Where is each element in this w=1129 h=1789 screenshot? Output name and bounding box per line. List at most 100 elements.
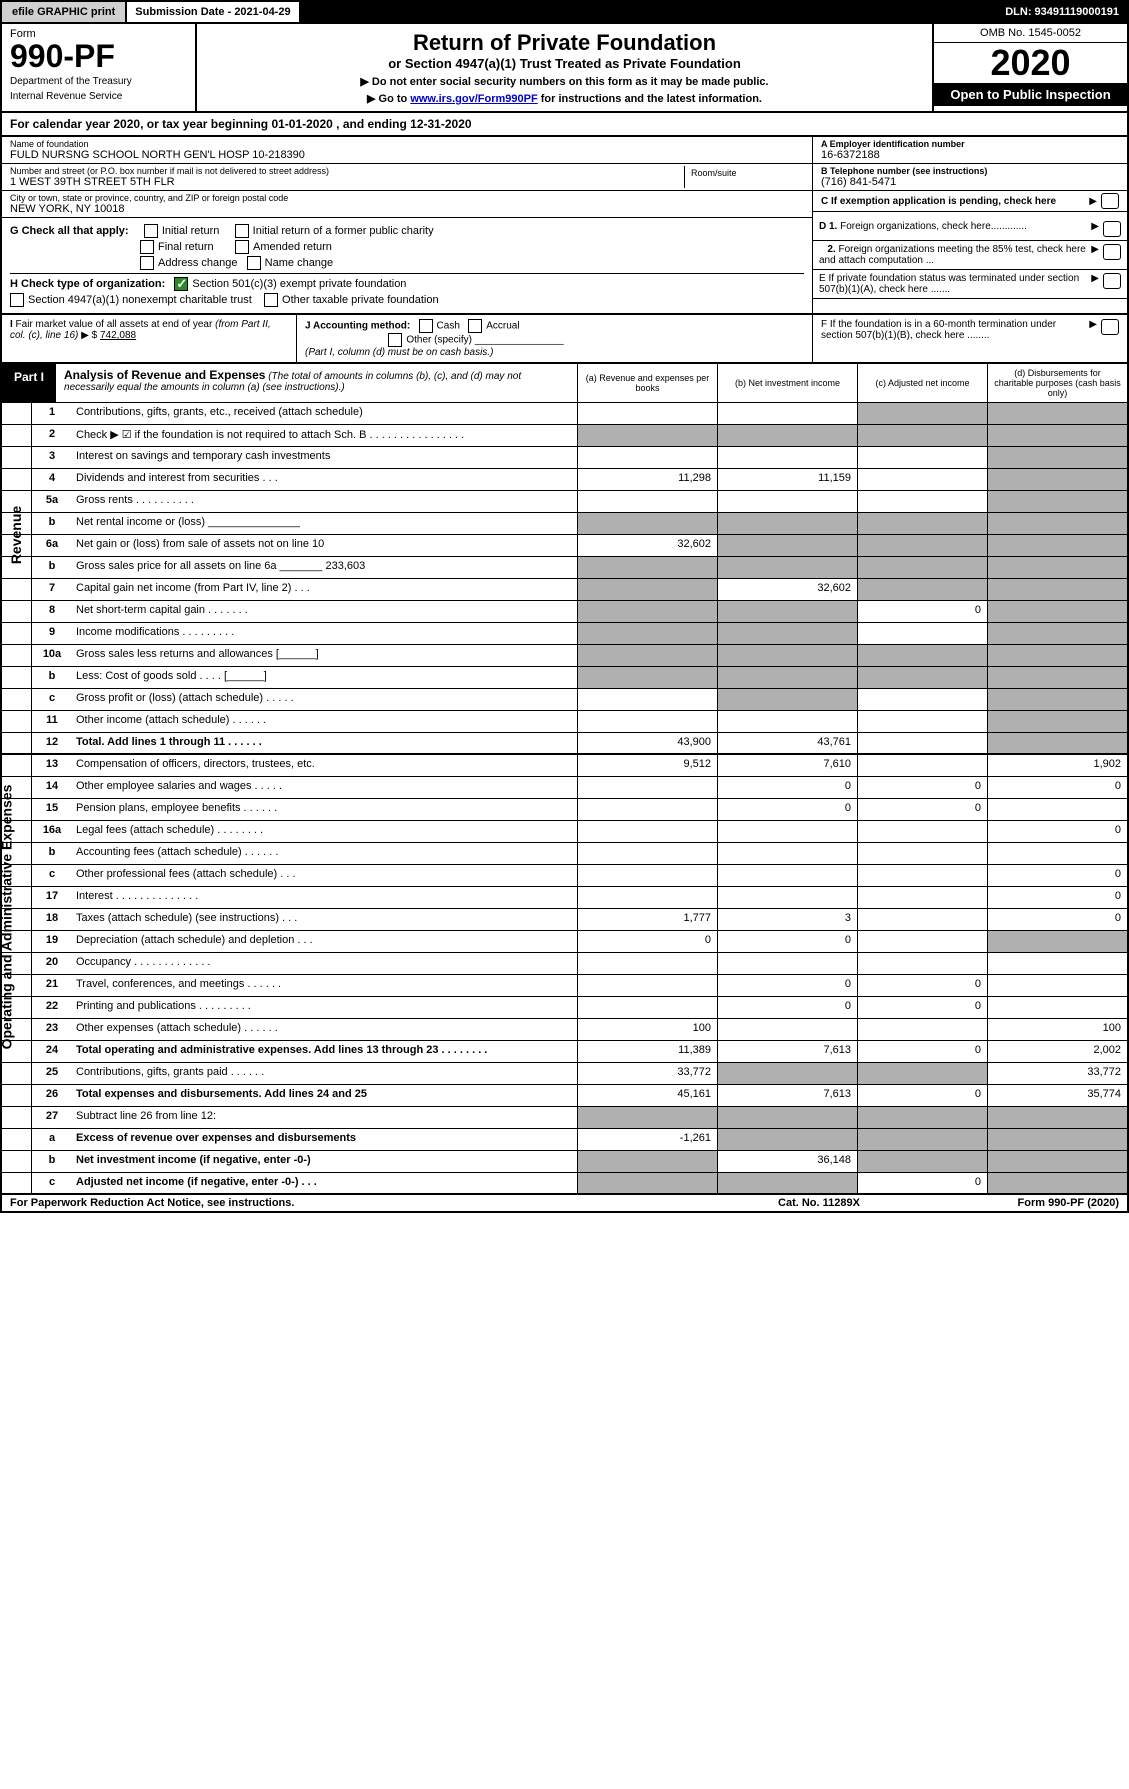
foundation-info: Name of foundation FULD NURSNG SCHOOL NO… <box>0 137 1129 218</box>
side-gutter <box>2 469 32 490</box>
table-cell: 33,772 <box>987 1063 1127 1084</box>
line-description: Accounting fees (attach schedule) . . . … <box>72 843 577 864</box>
table-cell <box>857 711 987 732</box>
side-gutter <box>2 645 32 666</box>
table-cell: 0 <box>577 931 717 952</box>
table-cell <box>577 1107 717 1128</box>
line-description: Pension plans, employee benefits . . . .… <box>72 799 577 820</box>
side-gutter <box>2 667 32 688</box>
foundation-name-cell: Name of foundation FULD NURSNG SCHOOL NO… <box>2 137 812 164</box>
d2-checkbox[interactable] <box>1103 244 1121 260</box>
ssn-note: ▶ Do not enter social security numbers o… <box>203 75 926 88</box>
501c3-checkbox[interactable] <box>174 277 188 291</box>
side-gutter <box>2 1041 32 1062</box>
table-cell <box>987 579 1127 600</box>
accrual-checkbox[interactable] <box>468 319 482 333</box>
line-description: Gross rents . . . . . . . . . . <box>72 491 577 512</box>
amended-checkbox[interactable] <box>235 240 249 254</box>
h-row2: Section 4947(a)(1) nonexempt charitable … <box>10 293 804 307</box>
line-description: Depreciation (attach schedule) and deple… <box>72 931 577 952</box>
line-description: Adjusted net income (if negative, enter … <box>72 1173 577 1193</box>
info-left: Name of foundation FULD NURSNG SCHOOL NO… <box>2 137 812 218</box>
line-description: Net investment income (if negative, ente… <box>72 1151 577 1172</box>
table-cell <box>857 887 987 908</box>
other-taxable-checkbox[interactable] <box>264 293 278 307</box>
line-number: c <box>32 865 72 886</box>
table-cell: 0 <box>857 1085 987 1106</box>
line-description: Gross profit or (loss) (attach schedule)… <box>72 689 577 710</box>
j-label: J Accounting method: <box>305 321 410 332</box>
table-cell <box>717 601 857 622</box>
table-cell <box>717 491 857 512</box>
table-cell <box>987 623 1127 644</box>
line-number: c <box>32 1173 72 1193</box>
table-cell <box>987 513 1127 534</box>
page-footer: For Paperwork Reduction Act Notice, see … <box>0 1195 1129 1213</box>
line-number: 9 <box>32 623 72 644</box>
line-description: Contributions, gifts, grants paid . . . … <box>72 1063 577 1084</box>
arrow-icon: ▶ <box>1091 244 1099 266</box>
table-cell <box>717 513 857 534</box>
side-gutter <box>2 975 32 996</box>
irs-link[interactable]: www.irs.gov/Form990PF <box>410 93 537 105</box>
final-return-checkbox[interactable] <box>140 240 154 254</box>
e-checkbox[interactable] <box>1103 273 1121 289</box>
line-description: Total operating and administrative expen… <box>72 1041 577 1062</box>
table-cell <box>857 469 987 490</box>
line-description: Total expenses and disbursements. Add li… <box>72 1085 577 1106</box>
d1-checkbox[interactable] <box>1103 221 1121 237</box>
efile-print-button[interactable]: efile GRAPHIC print <box>2 2 127 22</box>
f-checkbox[interactable] <box>1101 319 1119 335</box>
table-row: 21Travel, conferences, and meetings . . … <box>2 975 1127 997</box>
arrow-icon: ▶ <box>1091 273 1099 295</box>
table-cell: 1,902 <box>987 755 1127 776</box>
arrow-icon: ▶ <box>1089 196 1097 207</box>
table-cell: 0 <box>987 821 1127 842</box>
side-gutter <box>2 601 32 622</box>
line-description: Compensation of officers, directors, tru… <box>72 755 577 776</box>
other-method-checkbox[interactable] <box>388 333 402 347</box>
table-row: 25Contributions, gifts, grants paid . . … <box>2 1063 1127 1085</box>
cash-checkbox[interactable] <box>419 319 433 333</box>
table-cell <box>717 1063 857 1084</box>
exemption-checkbox[interactable] <box>1101 193 1119 209</box>
table-cell: 0 <box>717 777 857 798</box>
4947-checkbox[interactable] <box>10 293 24 307</box>
table-cell <box>717 1107 857 1128</box>
table-cell <box>577 513 717 534</box>
side-gutter <box>2 711 32 732</box>
table-cell <box>857 1019 987 1040</box>
col-b-header: (b) Net investment income <box>717 364 857 402</box>
table-cell <box>577 403 717 424</box>
note2-pre: ▶ Go to <box>367 93 410 105</box>
line-description: Less: Cost of goods sold . . . . [______… <box>72 667 577 688</box>
table-cell <box>987 425 1127 446</box>
line-number: 26 <box>32 1085 72 1106</box>
table-cell: 32,602 <box>577 535 717 556</box>
room-cell: Room/suite <box>684 166 804 188</box>
h-row: H Check type of organization: Section 50… <box>10 273 804 291</box>
g-row3: Address change Name change <box>10 256 804 270</box>
exemption-cell: C If exemption application is pending, c… <box>813 191 1127 212</box>
ein-label: A Employer identification number <box>821 139 1119 149</box>
table-row: 6aNet gain or (loss) from sale of assets… <box>2 535 1127 557</box>
initial-former-checkbox[interactable] <box>235 224 249 238</box>
table-cell <box>987 601 1127 622</box>
table-cell <box>987 1151 1127 1172</box>
name-change-checkbox[interactable] <box>247 256 261 270</box>
side-gutter <box>2 733 32 753</box>
initial-return-checkbox[interactable] <box>144 224 158 238</box>
e-row: E If private foundation status was termi… <box>813 270 1127 299</box>
table-cell <box>857 579 987 600</box>
line-number: b <box>32 667 72 688</box>
table-cell: 0 <box>857 1173 987 1193</box>
line-number: 6a <box>32 535 72 556</box>
table-cell: 0 <box>857 975 987 996</box>
table-cell <box>577 865 717 886</box>
table-cell <box>857 557 987 578</box>
addr-change-checkbox[interactable] <box>140 256 154 270</box>
submission-date: Submission Date - 2021-04-29 <box>127 2 300 22</box>
table-cell: 3 <box>717 909 857 930</box>
line-description: Other expenses (attach schedule) . . . .… <box>72 1019 577 1040</box>
line-number: b <box>32 513 72 534</box>
